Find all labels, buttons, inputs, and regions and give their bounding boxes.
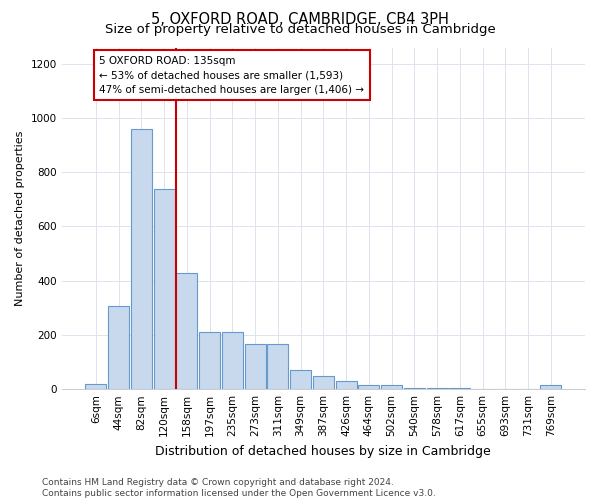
Bar [199, 332, 220, 389]
Bar [381, 385, 402, 389]
Text: 5 OXFORD ROAD: 135sqm
← 53% of detached houses are smaller (1,593)
47% of semi-d: 5 OXFORD ROAD: 135sqm ← 53% of detached … [100, 56, 364, 95]
Bar [176, 272, 197, 389]
Bar [131, 129, 152, 389]
X-axis label: Distribution of detached houses by size in Cambridge: Distribution of detached houses by size … [155, 444, 491, 458]
Bar [427, 388, 448, 389]
Text: Size of property relative to detached houses in Cambridge: Size of property relative to detached ho… [104, 24, 496, 36]
Text: 5, OXFORD ROAD, CAMBRIDGE, CB4 3PH: 5, OXFORD ROAD, CAMBRIDGE, CB4 3PH [151, 12, 449, 28]
Bar [540, 385, 561, 389]
Bar [472, 388, 493, 389]
Y-axis label: Number of detached properties: Number of detached properties [15, 130, 25, 306]
Bar [268, 344, 289, 389]
Bar [290, 370, 311, 389]
Bar [313, 376, 334, 389]
Text: Contains HM Land Registry data © Crown copyright and database right 2024.
Contai: Contains HM Land Registry data © Crown c… [42, 478, 436, 498]
Bar [222, 332, 243, 389]
Bar [358, 385, 379, 389]
Bar [335, 380, 356, 389]
Bar [449, 388, 470, 389]
Bar [404, 388, 425, 389]
Bar [154, 188, 175, 389]
Bar [108, 306, 129, 389]
Bar [518, 388, 538, 389]
Bar [495, 388, 516, 389]
Bar [85, 384, 106, 389]
Bar [245, 344, 266, 389]
